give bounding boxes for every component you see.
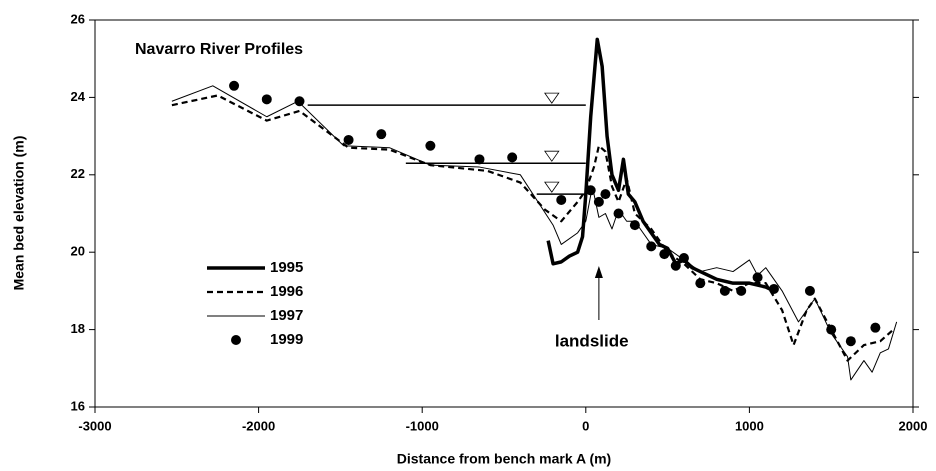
- water-level-triangle: [544, 92, 560, 104]
- x-tick-label: 0: [582, 418, 589, 433]
- legend-label: 1997: [270, 307, 303, 324]
- data-point: [752, 272, 763, 283]
- y-tick-label: 18: [71, 321, 85, 336]
- data-point: [507, 152, 518, 163]
- data-point: [646, 241, 657, 252]
- x-tick-label: -1000: [406, 418, 439, 433]
- data-point: [556, 194, 567, 205]
- x-tick-label: 1000: [735, 418, 764, 433]
- water-level-triangle: [544, 150, 560, 162]
- y-tick-label: 26: [71, 11, 85, 26]
- data-point: [376, 129, 387, 140]
- data-point: [678, 253, 689, 264]
- x-tick-label: 2000: [899, 418, 928, 433]
- data-point: [585, 185, 596, 196]
- data-point: [593, 196, 604, 207]
- x-axis-label: Distance from bench mark A (m): [397, 451, 611, 467]
- annotation: landslide: [555, 331, 629, 350]
- legend-label: 1999: [270, 331, 303, 348]
- data-point: [425, 140, 436, 151]
- x-tick-label: -2000: [242, 418, 275, 433]
- data-point: [826, 324, 837, 335]
- data-point: [804, 285, 815, 296]
- data-point: [719, 285, 730, 296]
- data-point: [768, 283, 779, 294]
- plot-frame: [94, 19, 914, 408]
- data-point: [474, 154, 485, 165]
- data-point: [600, 189, 611, 200]
- legend-label: 1996: [270, 283, 303, 300]
- y-tick-label: 16: [71, 398, 85, 413]
- y-tick-label: 22: [71, 166, 85, 181]
- x-tick-label: -3000: [78, 418, 111, 433]
- data-point: [870, 322, 881, 333]
- water-level-triangle: [544, 181, 560, 193]
- data-point: [695, 278, 706, 289]
- data-point: [343, 134, 354, 145]
- legend-marker: [231, 335, 241, 345]
- data-point: [294, 96, 305, 107]
- data-point: [670, 260, 681, 271]
- data-point: [613, 208, 624, 219]
- data-point: [229, 80, 240, 91]
- data-point: [845, 336, 856, 347]
- y-axis-label: Mean bed elevation (m): [11, 136, 27, 291]
- chart-title: Navarro River Profiles: [135, 41, 303, 58]
- data-point: [629, 220, 640, 231]
- data-point: [736, 285, 747, 296]
- y-tick-label: 24: [71, 89, 86, 104]
- data-point: [659, 249, 670, 260]
- annotation-arrowhead: [594, 266, 603, 278]
- data-point: [261, 94, 272, 105]
- y-tick-label: 20: [71, 244, 85, 259]
- line-series: [546, 37, 775, 293]
- legend-label: 1995: [270, 259, 303, 276]
